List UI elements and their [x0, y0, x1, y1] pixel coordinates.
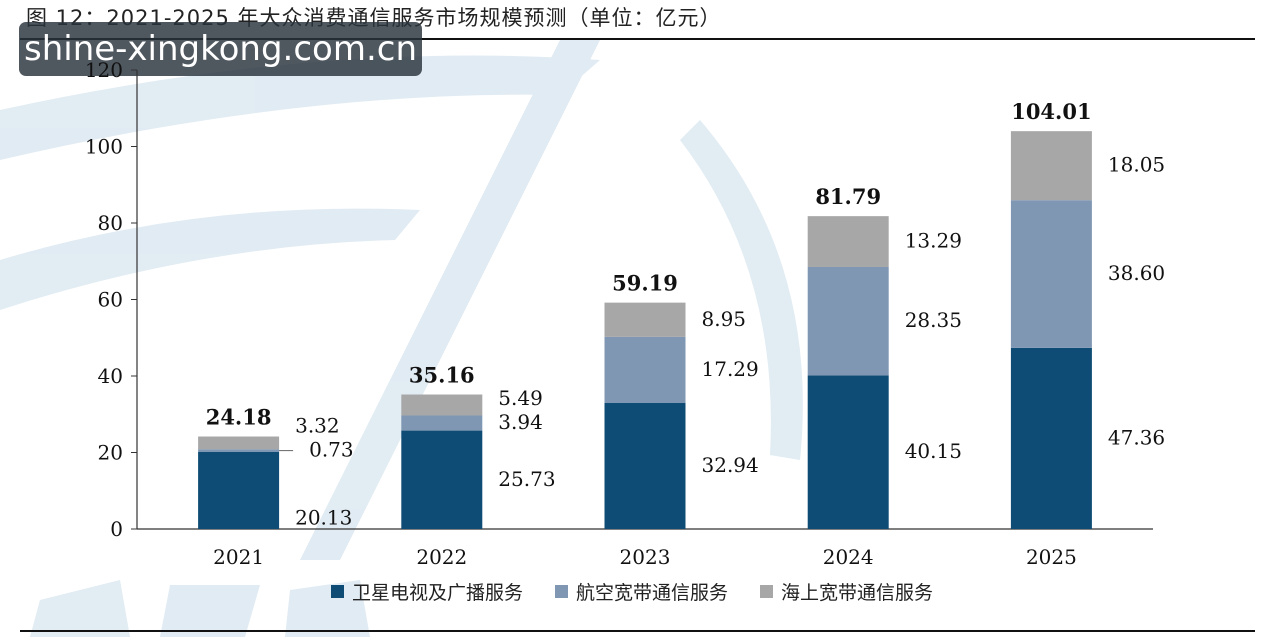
bar-segment — [807, 216, 889, 267]
bar-segment — [1010, 200, 1092, 348]
data-label: 0.73 — [309, 438, 354, 462]
bar-segment — [198, 449, 280, 453]
bar-segment — [198, 436, 280, 450]
legend-swatch-satellite-tv — [330, 585, 344, 598]
total-label: 104.01 — [1011, 99, 1091, 124]
total-label: 24.18 — [206, 405, 272, 430]
data-label: 18.05 — [1108, 153, 1165, 177]
x-tick-label: 2025 — [1026, 545, 1077, 569]
y-tick-label: 120 — [85, 58, 123, 82]
bar-segment — [1010, 347, 1092, 529]
x-tick-label: 2024 — [823, 545, 874, 569]
x-tick-label: 2022 — [416, 545, 467, 569]
legend-item-aviation-broadband: 航空宽带通信服务 — [554, 578, 728, 605]
total-label: 59.19 — [612, 271, 678, 296]
legend-item-maritime-broadband: 海上宽带通信服务 — [760, 578, 933, 605]
bar-segment — [604, 336, 686, 404]
data-label: 40.15 — [905, 439, 962, 463]
data-label: 32.94 — [702, 453, 759, 477]
y-tick-label: 20 — [98, 441, 123, 465]
data-label: 38.60 — [1108, 261, 1165, 285]
chart-legend: 卫星电视及广播服务 航空宽带通信服务 海上宽带通信服务 — [0, 578, 1264, 605]
x-tick-label: 2021 — [213, 545, 264, 569]
y-tick-label: 0 — [110, 517, 123, 541]
data-label: 3.94 — [498, 410, 543, 434]
data-label: 28.35 — [905, 308, 962, 332]
legend-label-satellite-tv: 卫星电视及广播服务 — [351, 582, 523, 604]
data-label: 3.32 — [295, 414, 340, 438]
legend-swatch-aviation-broadband — [554, 585, 568, 598]
data-label: 47.36 — [1108, 425, 1165, 449]
legend-label-aviation-broadband: 航空宽带通信服务 — [575, 582, 728, 604]
y-tick-label: 100 — [85, 135, 123, 159]
y-tick-label: 60 — [98, 288, 123, 312]
bar-segment — [1010, 131, 1092, 201]
bar-segment — [401, 415, 483, 431]
legend-label-maritime-broadband: 海上宽带通信服务 — [781, 582, 934, 604]
bar-segment — [604, 302, 686, 337]
data-label: 25.73 — [498, 467, 555, 491]
legend-swatch-maritime-broadband — [760, 585, 773, 598]
bar-segment — [401, 394, 483, 416]
data-label: 5.49 — [498, 386, 543, 410]
bar-segment — [807, 375, 889, 529]
data-label: 20.13 — [295, 506, 352, 530]
total-label: 35.16 — [409, 363, 475, 388]
data-label: 8.95 — [702, 307, 747, 331]
bar-segment — [401, 430, 483, 529]
y-tick-label: 40 — [98, 364, 123, 388]
y-tick-label: 80 — [98, 211, 123, 235]
top-rule — [20, 38, 1255, 40]
x-tick-label: 2023 — [620, 545, 671, 569]
total-label: 81.79 — [815, 184, 881, 209]
data-label: 17.29 — [702, 357, 759, 381]
bar-segment — [198, 452, 280, 529]
bottom-rule — [20, 630, 1255, 632]
legend-item-satellite-tv: 卫星电视及广播服务 — [330, 578, 523, 605]
bar-segment — [604, 403, 686, 529]
watermark-badge: shine-xingkong.com.cn — [19, 22, 422, 76]
bar-segment — [807, 266, 889, 376]
data-label: 13.29 — [905, 229, 962, 253]
